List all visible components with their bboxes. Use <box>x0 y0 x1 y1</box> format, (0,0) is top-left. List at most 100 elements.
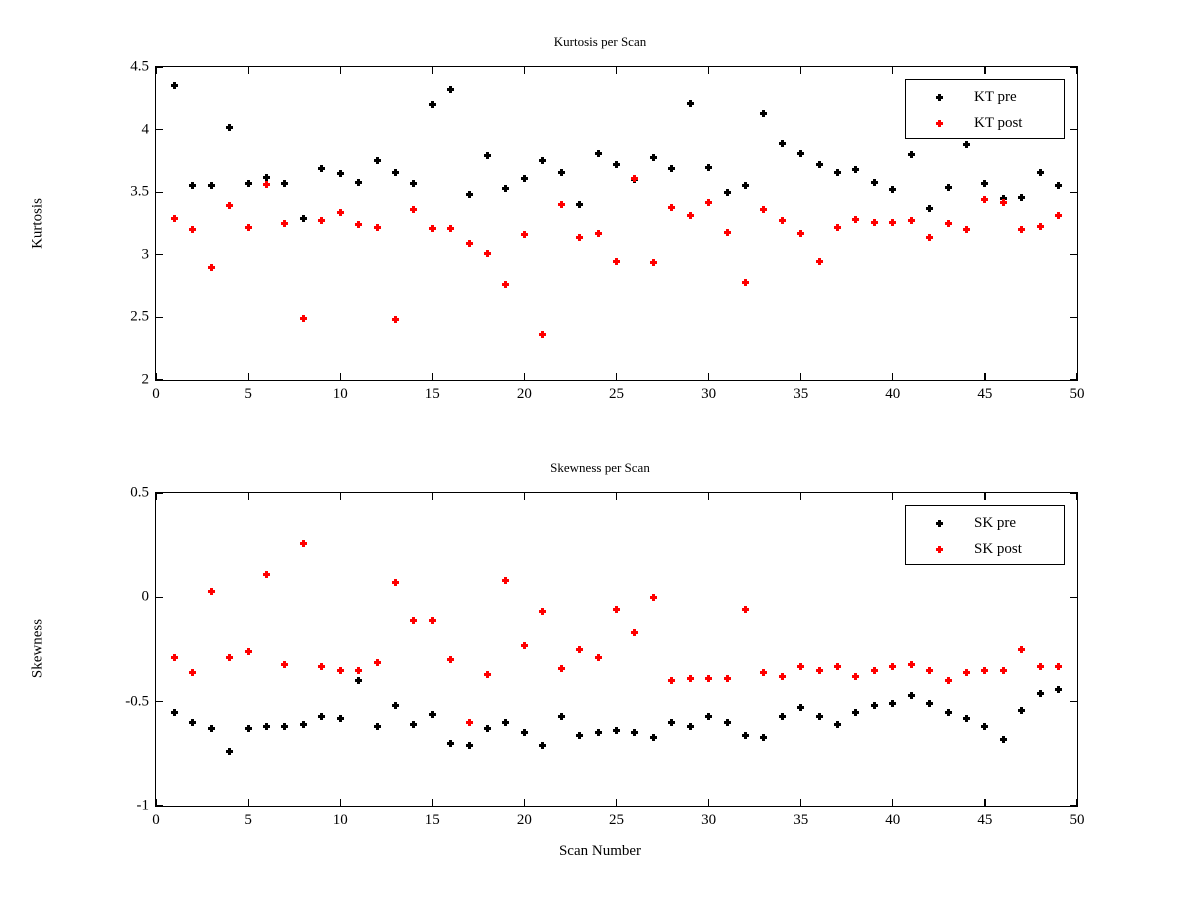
skewness-legend[interactable]: SK pre SK post <box>905 505 1065 565</box>
data-point <box>428 225 436 232</box>
legend-marker-icon <box>936 119 943 127</box>
data-point <box>318 662 326 670</box>
data-point <box>723 675 731 683</box>
data-point <box>244 648 252 656</box>
data-point <box>907 217 915 225</box>
data-point <box>502 184 510 192</box>
data-point <box>741 278 749 286</box>
data-point <box>760 668 768 676</box>
y-tick-label: 3 <box>141 246 150 263</box>
data-point <box>613 606 620 614</box>
data-point <box>373 157 381 165</box>
legend-label: SK post <box>974 540 1022 557</box>
data-point <box>428 616 436 624</box>
data-point <box>962 714 970 722</box>
y-tick-label: 2.5 <box>130 308 149 325</box>
data-point <box>999 735 1007 743</box>
data-point <box>944 220 952 227</box>
data-point <box>613 161 620 169</box>
data-point <box>815 161 823 169</box>
data-point <box>852 216 860 224</box>
data-point <box>981 179 989 187</box>
data-point <box>870 702 878 710</box>
data-point <box>778 217 786 225</box>
x-tick-mark <box>615 373 618 380</box>
x-tick-mark-top <box>984 67 986 74</box>
data-point <box>981 666 989 674</box>
legend-marker-icon <box>936 93 943 101</box>
data-point <box>373 223 381 231</box>
data-point <box>391 316 399 324</box>
data-point <box>907 151 915 159</box>
x-tick-mark-top <box>800 493 802 500</box>
x-tick-mark <box>892 373 894 380</box>
y-tick-mark <box>156 66 163 68</box>
data-point <box>723 188 731 196</box>
x-tick-label: 25 <box>609 386 624 402</box>
x-tick-label: 45 <box>977 812 993 828</box>
data-point <box>428 101 436 109</box>
data-point <box>962 668 970 676</box>
data-point <box>981 196 989 204</box>
data-point <box>870 178 878 186</box>
x-tick-mark <box>339 373 341 380</box>
data-point <box>244 223 252 231</box>
x-tick-label: 10 <box>332 386 348 402</box>
data-point <box>189 226 197 234</box>
legend-entry[interactable]: SK post <box>906 536 1064 562</box>
data-point <box>981 723 989 731</box>
data-point <box>373 658 381 666</box>
data-point <box>834 168 842 176</box>
legend-entry[interactable]: KT pre <box>906 84 1064 110</box>
x-tick-mark-top <box>155 493 157 500</box>
data-point <box>797 230 805 238</box>
data-point <box>1018 193 1026 201</box>
x-tick-label: 30 <box>701 812 717 828</box>
data-point <box>557 201 565 209</box>
data-point <box>336 666 344 674</box>
data-point <box>502 719 510 727</box>
data-point <box>870 666 878 674</box>
y-tick-mark <box>156 379 163 381</box>
data-point <box>815 666 823 674</box>
data-point <box>170 82 178 90</box>
x-tick-label: 0 <box>152 812 160 828</box>
data-point <box>668 164 676 172</box>
data-point <box>189 668 197 676</box>
x-tick-mark-top <box>523 493 526 500</box>
y-tick-mark-right <box>1070 191 1077 193</box>
data-point <box>263 723 271 731</box>
x-tick-mark-top <box>431 67 433 74</box>
data-point <box>484 671 492 679</box>
y-tick-label: -1 <box>136 797 150 814</box>
data-point <box>686 675 694 683</box>
data-point <box>705 198 713 206</box>
kurtosis-y-axis-label: Kurtosis <box>29 198 46 249</box>
data-point <box>299 315 307 323</box>
data-point <box>318 712 326 720</box>
data-point <box>484 725 492 733</box>
data-point <box>797 662 805 670</box>
data-point <box>355 221 363 229</box>
data-point <box>465 719 473 727</box>
data-point <box>1018 226 1026 234</box>
legend-entry[interactable]: SK pre <box>906 510 1064 536</box>
data-point <box>926 700 934 708</box>
x-tick-mark <box>431 373 433 380</box>
data-point <box>336 714 344 722</box>
data-point <box>1055 662 1063 670</box>
x-tick-mark <box>339 799 341 806</box>
data-point <box>226 123 234 131</box>
kurtosis-legend[interactable]: KT pre KT post <box>905 79 1065 139</box>
data-point <box>520 641 528 649</box>
x-tick-mark <box>1076 373 1078 380</box>
data-point <box>613 257 620 265</box>
x-tick-mark <box>708 799 710 806</box>
legend-entry[interactable]: KT post <box>906 110 1064 136</box>
data-point <box>815 257 823 265</box>
data-point <box>889 218 897 226</box>
data-point <box>373 723 381 731</box>
data-point <box>557 664 565 672</box>
x-tick-label: 40 <box>885 386 901 402</box>
data-point <box>631 176 639 184</box>
